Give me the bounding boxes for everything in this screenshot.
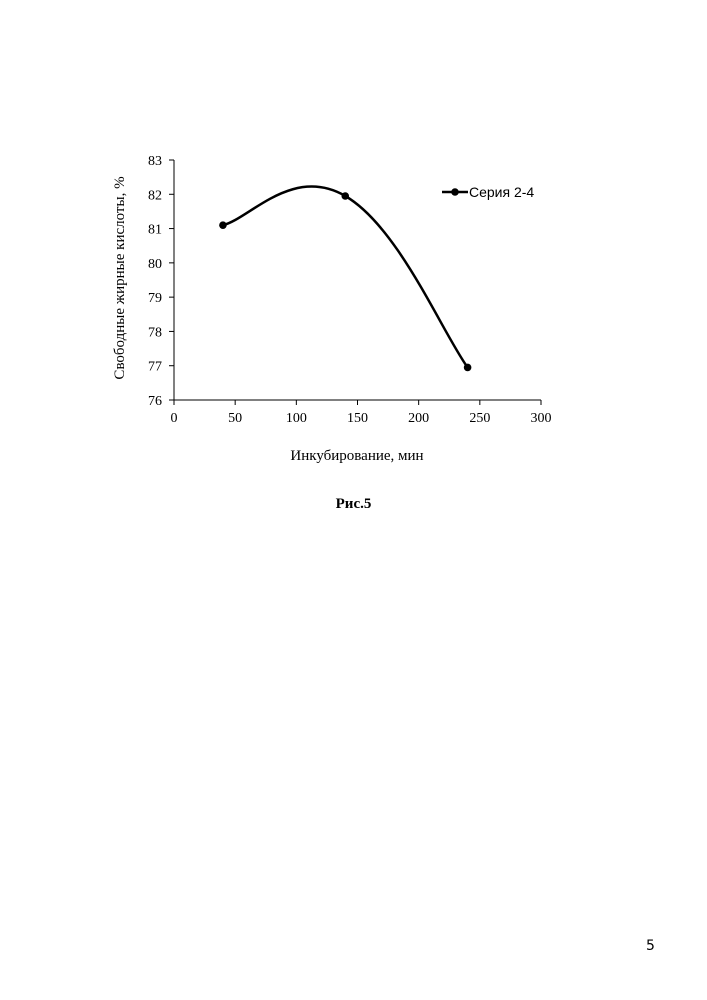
legend-series-marker: [451, 188, 459, 196]
y-tick-label: 78: [148, 325, 162, 340]
x-tick-label: 0: [171, 411, 178, 426]
y-tick-label: 79: [148, 291, 162, 306]
y-tick-label: 77: [148, 360, 162, 375]
y-tick-label: 83: [148, 154, 162, 169]
page-number: 5: [646, 938, 655, 954]
y-axis-title: Свободные жирные кислоты, %: [112, 176, 128, 379]
y-axis: 76 77 78 79 80 81 82 83: [148, 154, 174, 409]
x-axis: 0 50 100 150 200 250 300: [171, 400, 552, 426]
y-tick-label: 80: [148, 257, 162, 272]
y-tick-label: 76: [148, 394, 162, 409]
data-point: [219, 221, 227, 229]
x-axis-title: Инкубирование, мин: [290, 448, 423, 464]
x-tick-label: 300: [531, 411, 552, 426]
x-tick-label: 150: [347, 411, 368, 426]
legend-series-label: Серия 2-4: [469, 184, 534, 200]
series-line: [223, 187, 468, 368]
data-point: [464, 364, 472, 372]
legend: Серия 2-4: [442, 184, 534, 200]
x-tick-label: 200: [408, 411, 429, 426]
y-tick-label: 82: [148, 188, 162, 203]
chart: 76 77 78 79 80 81 82 83 0 50 100 150 200 250 300 Сери…: [0, 0, 707, 560]
y-tick-label: 81: [148, 223, 162, 238]
x-tick-label: 50: [228, 411, 242, 426]
plot-area: [219, 187, 471, 372]
x-tick-label: 100: [286, 411, 307, 426]
data-point: [341, 192, 349, 200]
x-tick-label: 250: [469, 411, 490, 426]
figure-caption: Рис.5: [0, 496, 707, 513]
